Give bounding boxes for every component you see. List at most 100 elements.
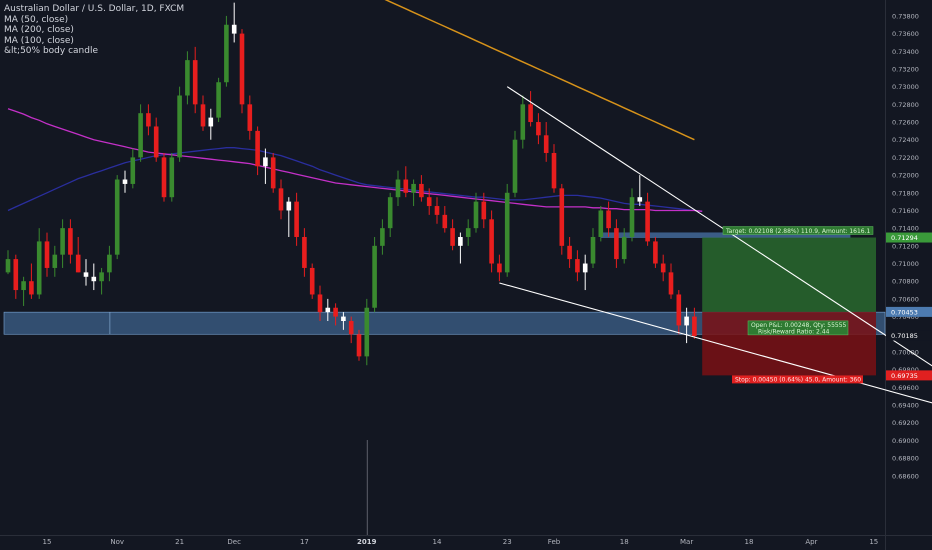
candle-body <box>247 104 253 131</box>
candle-body <box>411 183 416 193</box>
candle-body <box>36 241 42 295</box>
candle-body <box>263 157 268 167</box>
x-tick-label: Feb <box>548 538 561 546</box>
candle-body <box>473 201 479 229</box>
candle-body <box>60 228 65 255</box>
y-tick-label: 0.71600 <box>892 207 919 215</box>
y-tick-label: 0.71200 <box>892 242 919 250</box>
candle-body <box>5 259 11 273</box>
candle-body <box>614 228 619 260</box>
x-tick-label: Nov <box>110 538 124 546</box>
stop-label-box <box>732 375 863 384</box>
candle-body <box>231 24 237 34</box>
close-price-tag-bg <box>886 330 932 341</box>
trendline-1 <box>506 86 932 367</box>
target-label: Target: 0.02108 (2.88%) 110.9, Amount: 1… <box>725 228 871 235</box>
candle-body <box>21 281 26 291</box>
candle-body <box>434 206 440 215</box>
candle-body <box>692 316 697 337</box>
candle-body <box>520 104 526 140</box>
ma100-line <box>7 108 703 212</box>
y-tick-label: 0.70600 <box>892 295 919 303</box>
candle-body <box>341 316 346 321</box>
target-label-box <box>722 226 874 235</box>
x-tick-label: Dec <box>227 538 241 546</box>
y-tick-label: 0.68600 <box>892 472 919 480</box>
x-tick-label: 21 <box>175 538 184 546</box>
candle-body <box>208 117 214 127</box>
candle-body <box>278 188 284 211</box>
candle-body <box>551 152 557 189</box>
candle-body <box>192 60 198 105</box>
candle-body <box>169 157 175 198</box>
candle-body <box>442 214 448 229</box>
candle-body <box>512 139 518 193</box>
candle-body <box>309 267 315 295</box>
x-tick-label: 18 <box>745 538 754 546</box>
candle-body <box>138 113 143 158</box>
candle-body <box>629 197 635 237</box>
candle-body <box>387 197 393 229</box>
candle-body <box>255 130 260 167</box>
candle-body <box>559 188 565 246</box>
legend-ma100: MA (100, close) <box>4 35 74 46</box>
y-tick-label: 0.69800 <box>892 366 919 374</box>
candle-body <box>481 201 487 220</box>
candle-body <box>668 272 674 295</box>
candle-body <box>317 294 323 313</box>
y-tick-label: 0.72600 <box>892 119 919 127</box>
candle-body <box>348 321 354 335</box>
candle-body <box>621 236 627 260</box>
candle-body <box>372 245 377 308</box>
candle-body <box>325 307 331 313</box>
candle-body <box>426 197 432 207</box>
candle-body <box>13 259 19 291</box>
trendline-2 <box>499 282 932 404</box>
ma50-line <box>7 147 703 212</box>
y-tick-label: 0.69200 <box>892 419 919 427</box>
candle-body <box>489 219 494 264</box>
candle-body <box>504 192 510 273</box>
x-tick-label: Mar <box>680 538 693 546</box>
y-tick-label: 0.72000 <box>892 172 919 180</box>
candle-body <box>497 263 502 273</box>
y-tick-label: 0.71000 <box>892 260 919 268</box>
stop-price-tag-bg <box>886 370 932 381</box>
x-tick-label: Apr <box>805 538 817 546</box>
candle-body <box>465 228 471 237</box>
candle-body <box>68 228 73 255</box>
legend-ma200: MA (200, close) <box>4 25 74 35</box>
entry-price-tag-bg <box>886 306 932 317</box>
candle-body <box>458 236 463 246</box>
y-tick-label: 0.70400 <box>892 313 919 321</box>
candle-body <box>380 228 385 246</box>
candle-body <box>83 272 89 277</box>
candle-body <box>528 104 533 123</box>
candle-body <box>356 334 362 357</box>
x-tick-label: 17 <box>300 538 309 546</box>
candle-body <box>153 126 159 158</box>
candle-body <box>684 316 689 326</box>
candle-body <box>107 254 112 273</box>
y-tick-label: 0.71400 <box>892 225 919 233</box>
candle-body <box>606 210 611 229</box>
candle-body <box>44 241 50 268</box>
candle-body <box>286 201 292 211</box>
candle-body <box>216 82 221 118</box>
open-pnl-label: Open P&L: 0.00248, Qty: 55555 <box>751 322 847 329</box>
candle-body <box>419 183 424 198</box>
y-tick-label: 0.71800 <box>892 189 919 197</box>
candle-body <box>660 263 666 273</box>
candle-body <box>575 259 580 273</box>
chart-legend: Australian Dollar / U.S. Dollar, 1D, FXC… <box>4 4 184 57</box>
candle-body <box>590 236 596 264</box>
target-area <box>702 237 876 312</box>
candle-body <box>582 263 588 273</box>
candle-body <box>450 228 455 246</box>
y-tick-label: 0.73000 <box>892 83 919 91</box>
x-tick-label: 23 <box>503 538 512 546</box>
y-tick-label: 0.68800 <box>892 455 919 463</box>
candle-body <box>224 24 229 83</box>
candles-group <box>5 2 697 366</box>
